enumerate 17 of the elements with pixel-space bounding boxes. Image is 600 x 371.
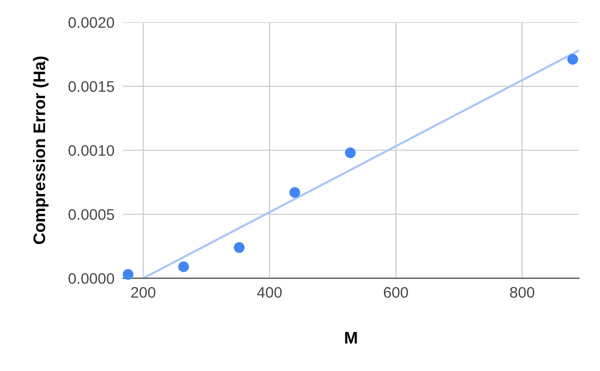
- x-tick-label: 400: [257, 286, 282, 298]
- point: [122, 269, 134, 280]
- point: [178, 261, 189, 272]
- x-axis-title: M: [345, 332, 357, 344]
- y-tick-label: 0.0005: [68, 209, 114, 220]
- x-tick-label: 200: [131, 286, 156, 298]
- point: [567, 54, 578, 65]
- y-tick-label: 0.0020: [68, 17, 114, 28]
- x-tick-label: 800: [510, 286, 534, 298]
- y-axis-title: Compression Error (Ha): [32, 56, 48, 244]
- point: [345, 147, 356, 158]
- y-tick-label: 0.0000: [68, 273, 114, 284]
- y-tick-label: 0.0010: [68, 145, 114, 156]
- point: [289, 187, 300, 198]
- point: [234, 242, 245, 253]
- y-tick-label: 0.0015: [68, 81, 114, 92]
- x-tick-label: 600: [384, 286, 408, 298]
